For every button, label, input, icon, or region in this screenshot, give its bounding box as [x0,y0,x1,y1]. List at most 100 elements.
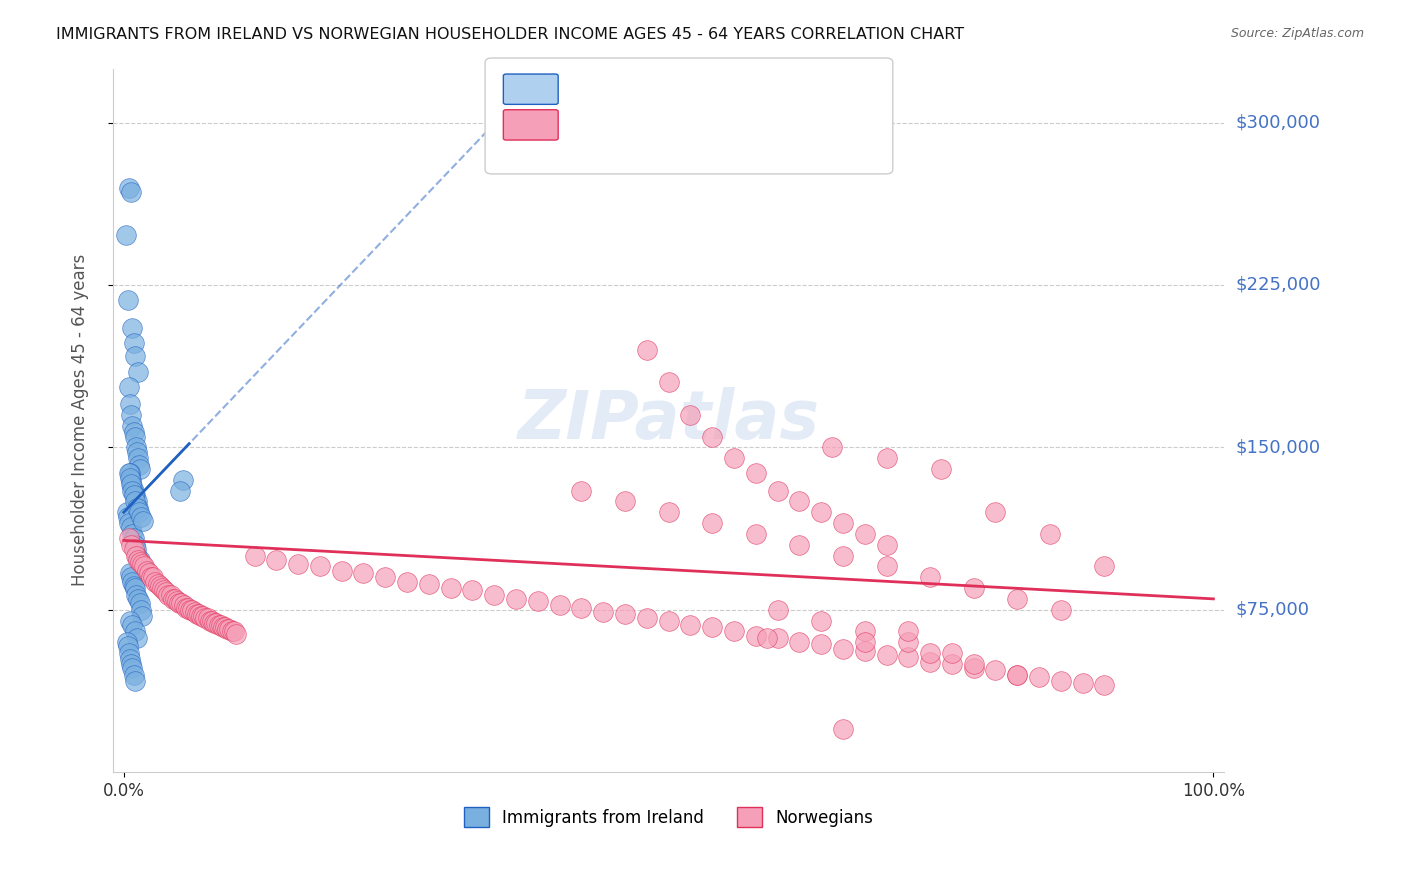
Y-axis label: Householder Income Ages 45 - 64 years: Householder Income Ages 45 - 64 years [72,254,89,586]
Point [120,657,142,671]
Point [121,418,143,433]
Point [214,620,236,634]
Point [929,462,952,476]
Point [169,483,191,498]
Point [755,631,778,645]
Point [193,609,215,624]
Point [124,429,146,443]
Point [658,505,681,519]
Point [139,570,162,584]
Point [266,553,288,567]
Point [125,549,148,563]
Point [330,564,353,578]
Point [745,467,768,481]
Point [832,722,855,736]
Point [135,564,157,578]
Point [853,624,876,639]
Point [125,494,148,508]
Point [723,451,745,466]
Point [124,581,146,595]
Point [1007,667,1029,681]
Point [120,408,142,422]
Point [132,559,155,574]
Point [146,576,169,591]
Point [122,488,145,502]
Point [150,581,173,595]
Point [1050,603,1073,617]
Point [125,631,148,645]
Point [179,603,201,617]
Point [963,661,986,675]
Point [129,555,152,569]
Point [134,559,156,574]
Point [122,336,145,351]
Point [920,570,942,584]
Text: Source: ZipAtlas.com: Source: ZipAtlas.com [1230,27,1364,40]
Point [127,365,149,379]
Point [963,581,986,595]
Point [129,596,152,610]
Point [187,607,209,621]
Point [745,527,768,541]
Point [832,641,855,656]
Point [810,637,832,651]
Point [120,397,142,411]
Point [789,494,811,508]
Point [194,611,217,625]
Point [121,661,143,675]
Point [810,614,832,628]
Point [1094,559,1116,574]
Point [124,350,146,364]
Point [963,657,986,671]
Point [174,600,197,615]
Point [186,607,208,621]
Text: $75,000: $75,000 [1236,600,1309,619]
Point [221,624,243,639]
Text: N =: N = [668,120,697,134]
Point [149,579,172,593]
Point [832,549,855,563]
Point [124,488,146,502]
Text: -0.239: -0.239 [612,118,671,136]
Point [1094,678,1116,692]
Point [374,570,396,584]
Point [181,603,204,617]
Point [614,607,637,621]
Point [897,650,920,665]
Text: 0.066: 0.066 [612,82,664,100]
Point [120,477,142,491]
Text: IMMIGRANTS FROM IRELAND VS NORWEGIAN HOUSEHOLDER INCOME AGES 45 - 64 YEARS CORRE: IMMIGRANTS FROM IRELAND VS NORWEGIAN HOU… [56,27,965,42]
Point [766,603,789,617]
Text: R =: R = [569,84,598,98]
Point [1007,591,1029,606]
Point [766,483,789,498]
Point [143,574,166,589]
Point [984,505,1007,519]
Point [125,441,148,455]
Point [117,293,139,307]
Point [1039,527,1062,541]
Point [122,579,145,593]
Point [571,600,593,615]
Point [217,622,239,636]
Point [702,429,724,443]
Point [876,648,898,662]
Point [115,505,138,519]
Point [120,566,142,580]
Point [984,663,1007,677]
Point [658,614,681,628]
Point [121,479,143,493]
Point [120,473,142,487]
Point [173,599,195,613]
Point [120,538,142,552]
Point [125,588,148,602]
Point [118,467,141,481]
Point [876,538,898,552]
Point [115,635,138,649]
Text: R =: R = [569,120,598,134]
Point [129,558,152,572]
Point [177,600,200,615]
Point [124,538,146,552]
Point [636,611,658,625]
Point [121,527,143,541]
